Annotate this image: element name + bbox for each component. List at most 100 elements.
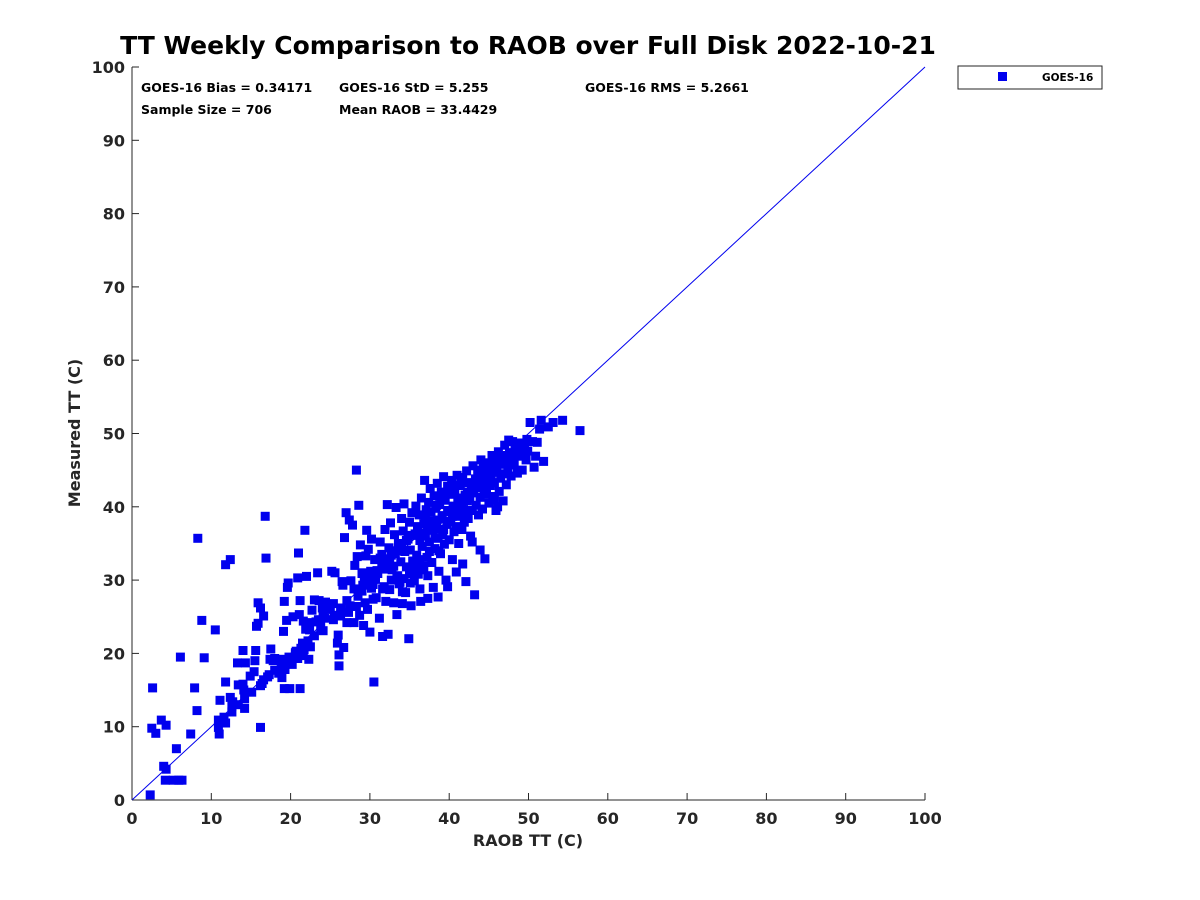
x-tick-label: 70 bbox=[676, 809, 698, 828]
data-point bbox=[414, 510, 424, 520]
data-point bbox=[385, 585, 395, 595]
data-point bbox=[454, 539, 464, 548]
data-point bbox=[190, 683, 200, 693]
data-point bbox=[439, 525, 449, 534]
data-point bbox=[350, 560, 360, 570]
data-point bbox=[251, 646, 261, 655]
data-point bbox=[461, 577, 471, 587]
legend-box bbox=[957, 65, 1103, 90]
data-point bbox=[369, 677, 379, 687]
data-point bbox=[483, 467, 493, 477]
y-tick-label: 70 bbox=[103, 278, 125, 297]
scatter-points bbox=[145, 415, 585, 800]
data-point bbox=[279, 596, 289, 606]
data-point bbox=[476, 455, 486, 465]
data-point bbox=[151, 728, 161, 738]
data-point bbox=[240, 703, 250, 713]
data-point bbox=[287, 659, 297, 669]
data-point bbox=[389, 561, 399, 571]
data-point bbox=[263, 672, 273, 682]
data-point bbox=[148, 683, 158, 693]
data-point bbox=[415, 584, 425, 594]
data-point bbox=[221, 718, 231, 728]
data-point bbox=[284, 652, 294, 662]
data-point bbox=[233, 700, 243, 710]
data-point bbox=[426, 507, 436, 517]
data-point bbox=[348, 520, 357, 530]
data-point bbox=[339, 643, 349, 652]
data-point bbox=[505, 448, 514, 458]
data-point bbox=[177, 775, 187, 785]
data-point bbox=[523, 446, 533, 456]
data-point bbox=[344, 515, 354, 525]
y-tick-label: 50 bbox=[103, 425, 125, 444]
data-point bbox=[233, 680, 243, 690]
data-point bbox=[536, 415, 546, 425]
data-point bbox=[328, 599, 338, 609]
data-point bbox=[374, 613, 384, 623]
data-point bbox=[465, 494, 475, 504]
data-point bbox=[532, 437, 542, 447]
x-tick-label: 100 bbox=[908, 809, 941, 828]
data-point bbox=[447, 555, 457, 565]
data-point bbox=[478, 473, 488, 482]
data-point bbox=[405, 517, 414, 527]
data-point bbox=[333, 630, 343, 640]
data-point bbox=[372, 566, 382, 576]
data-point bbox=[363, 544, 373, 554]
y-tick-label: 20 bbox=[103, 644, 125, 663]
data-point bbox=[256, 722, 265, 732]
data-point bbox=[334, 650, 344, 660]
data-point bbox=[514, 451, 524, 461]
data-point bbox=[391, 503, 401, 512]
y-tick-label: 40 bbox=[103, 498, 125, 517]
x-tick-label: 10 bbox=[200, 809, 222, 828]
data-point bbox=[516, 438, 526, 448]
data-point bbox=[432, 500, 441, 510]
data-point bbox=[471, 500, 481, 510]
x-tick-label: 60 bbox=[597, 809, 619, 828]
data-point bbox=[351, 602, 361, 611]
data-point bbox=[397, 514, 407, 523]
data-point bbox=[334, 661, 344, 671]
data-point bbox=[441, 575, 451, 585]
data-point bbox=[428, 520, 437, 530]
data-point bbox=[324, 599, 334, 609]
data-point bbox=[360, 598, 370, 608]
bias-annotation: GOES-16 Bias = 0.34171 bbox=[141, 80, 312, 95]
data-point bbox=[341, 508, 351, 518]
data-point bbox=[535, 424, 545, 434]
data-point bbox=[279, 626, 288, 636]
data-point bbox=[428, 582, 438, 592]
y-ticks: 0 10 20 30 40 50 60 70 80 90 100 bbox=[92, 58, 139, 810]
data-point bbox=[459, 493, 468, 503]
data-point bbox=[361, 551, 371, 561]
data-point bbox=[147, 723, 157, 733]
data-point bbox=[294, 548, 303, 558]
x-tick-label: 30 bbox=[359, 809, 381, 828]
data-point bbox=[423, 593, 433, 603]
rms-annotation: GOES-16 RMS = 5.2661 bbox=[585, 80, 749, 95]
data-point bbox=[447, 475, 457, 485]
data-point bbox=[429, 491, 439, 501]
data-point bbox=[447, 484, 457, 494]
data-point bbox=[510, 443, 520, 453]
data-point bbox=[419, 519, 429, 529]
data-point bbox=[522, 434, 532, 444]
data-point bbox=[451, 480, 461, 490]
data-point bbox=[353, 591, 363, 601]
data-point bbox=[474, 476, 483, 486]
data-point bbox=[451, 522, 461, 532]
data-point bbox=[186, 729, 196, 739]
legend-marker-goes16 bbox=[998, 72, 1007, 81]
data-point bbox=[489, 478, 499, 488]
data-point bbox=[508, 437, 518, 447]
data-point bbox=[377, 560, 387, 570]
data-point bbox=[396, 557, 406, 567]
data-point bbox=[338, 580, 348, 590]
data-point bbox=[467, 506, 477, 515]
data-point bbox=[451, 567, 461, 577]
data-point bbox=[239, 685, 249, 695]
y-tick-label: 30 bbox=[103, 571, 125, 590]
